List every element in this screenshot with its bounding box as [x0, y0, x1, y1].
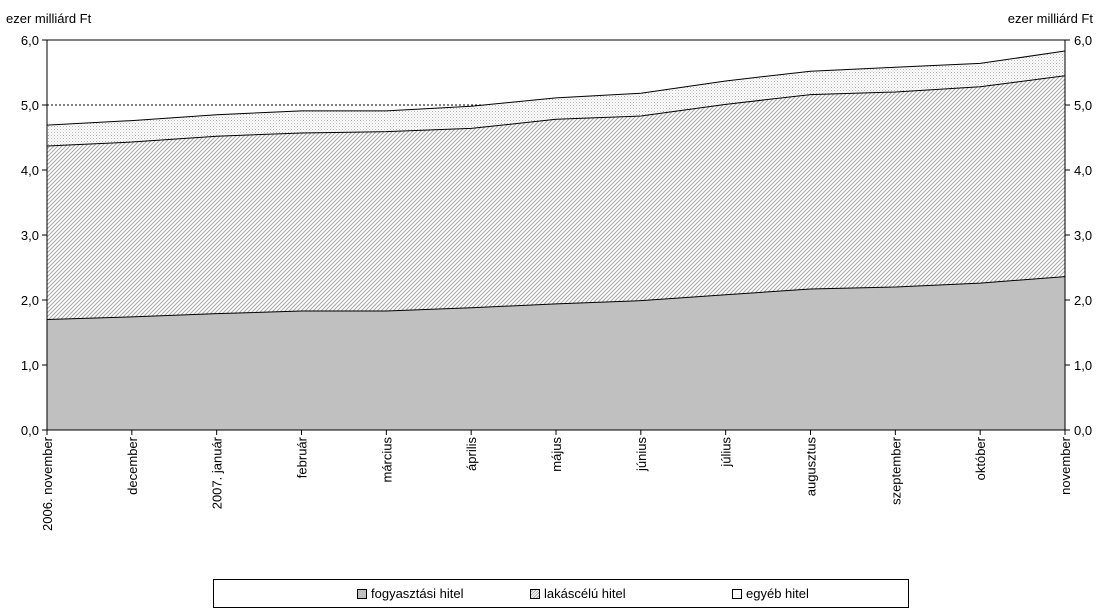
line-fogyasztasi-hitel — [46, 276, 1066, 320]
series-lines — [46, 50, 1066, 320]
legend-label-egyeb: egyéb hitel — [746, 586, 809, 601]
y-tick-label-left: 5,0 — [21, 98, 39, 113]
x-ticks: 2006. november december 2007. január februá… — [40, 430, 1073, 531]
legend: fogyasztási hitel lakáscélú hitel egyéb … — [213, 579, 909, 608]
y-tick-label-left: 2,0 — [21, 293, 39, 308]
x-tick-label: augusztus — [804, 437, 819, 497]
y-tick-label-right: 4,0 — [1074, 163, 1092, 178]
x-tick-label: 2006. november — [40, 436, 55, 531]
y-tick-label-right: 2,0 — [1074, 293, 1092, 308]
x-tick-label: március — [379, 437, 394, 483]
y-tick-label-left: 4,0 — [21, 163, 39, 178]
y-ticks-left: 0,0 1,0 2,0 3,0 4,0 5,0 6,0 — [21, 33, 47, 438]
y-tick-label-left: 1,0 — [21, 358, 39, 373]
legend-swatch-lakascelu — [530, 588, 540, 599]
x-tick-label: november — [1058, 436, 1073, 494]
y-tick-label-left: 3,0 — [21, 228, 39, 243]
x-tick-label: szeptember — [888, 436, 903, 505]
line-egyeb-hitel — [46, 50, 1066, 126]
y-tick-label-right: 0,0 — [1074, 423, 1092, 438]
y-tick-label-right: 1,0 — [1074, 358, 1092, 373]
y-ticks-right: 0,0 1,0 2,0 3,0 4,0 5,0 6,0 — [1065, 33, 1092, 438]
legend-swatch-egyeb — [732, 588, 742, 599]
x-tick-label: december — [125, 436, 140, 494]
left-axis-label: ezer milliárd Ft — [6, 11, 92, 26]
y-tick-label-right: 6,0 — [1074, 33, 1092, 48]
right-axis-label: ezer milliárd Ft — [1008, 11, 1094, 26]
x-tick-label: október — [973, 436, 988, 480]
legend-swatch-fogyasztasi — [357, 588, 367, 599]
y-tick-label-left: 0,0 — [21, 423, 39, 438]
legend-label-fogyasztasi: fogyasztási hitel — [371, 586, 464, 601]
legend-item-lakascelu: lakáscélú hitel — [530, 586, 626, 601]
area-fogyasztasi-hitel — [47, 276, 1065, 430]
y-tick-label-left: 6,0 — [21, 33, 39, 48]
x-tick-label: július — [719, 437, 734, 468]
x-tick-label: május — [549, 437, 564, 472]
y-tick-label-right: 3,0 — [1074, 228, 1092, 243]
legend-label-lakascelu: lakáscélú hitel — [544, 586, 626, 601]
area-egyeb-hitel — [47, 51, 1065, 146]
legend-item-fogyasztasi: fogyasztási hitel — [357, 586, 464, 601]
x-tick-label: április — [464, 437, 479, 471]
x-tick-label: február — [295, 436, 310, 478]
area-lakascelu-hitel — [47, 75, 1065, 320]
x-tick-label: 2007. január — [210, 436, 225, 509]
y-tick-label-right: 5,0 — [1074, 98, 1092, 113]
plot-areas — [47, 51, 1065, 430]
x-tick-label: június — [634, 437, 649, 472]
legend-item-egyeb: egyéb hitel — [732, 586, 809, 601]
line-lakascelu-hitel — [46, 75, 1066, 147]
